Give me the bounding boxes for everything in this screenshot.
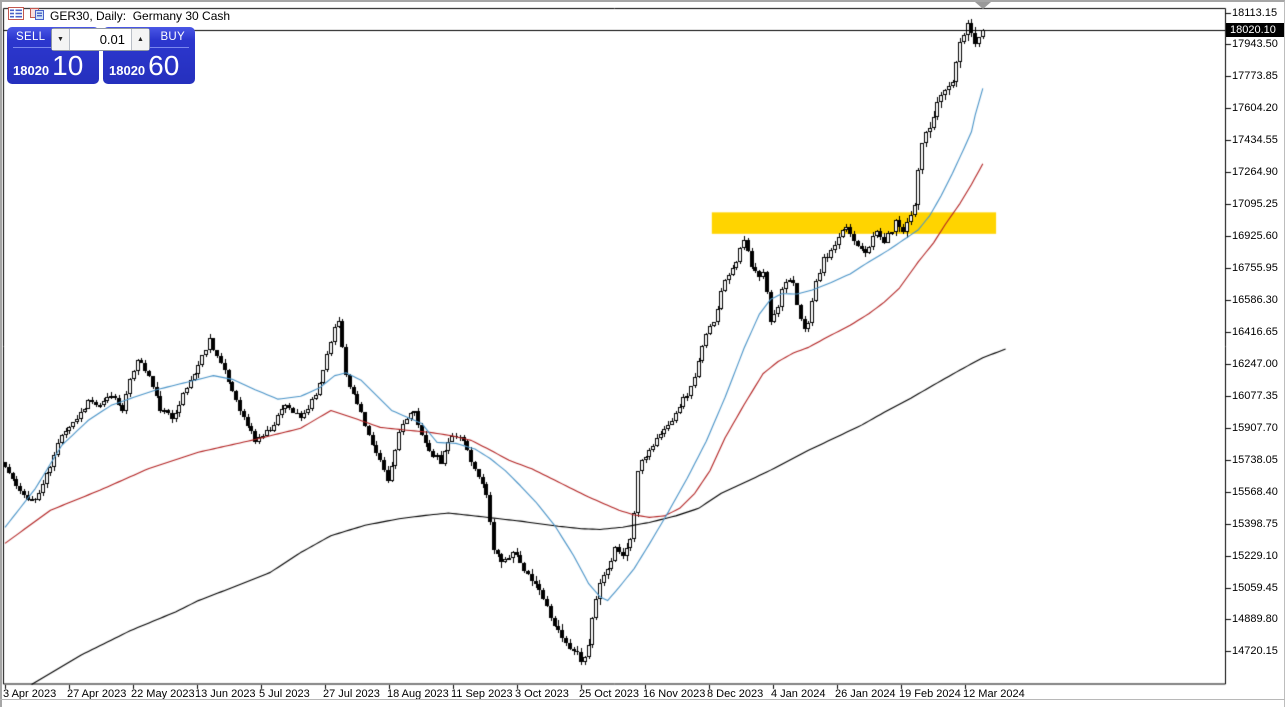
price-tick-label: 16247.00 [1232, 357, 1278, 370]
price-tick-label: 16755.95 [1232, 262, 1278, 275]
price-tick-label: 14720.15 [1232, 645, 1278, 658]
date-tick-label: 5 Jul 2023 [259, 688, 310, 700]
date-tick-label: 19 Feb 2024 [899, 688, 961, 700]
chart-pages-icon [29, 7, 45, 25]
sell-price-main: 18020 [13, 63, 50, 78]
volume-control: ▼ 0.01 ▲ [51, 28, 150, 51]
volume-increase-button[interactable]: ▲ [131, 29, 149, 50]
sell-button-label: SELL [16, 31, 46, 43]
date-tick-label: 13 Jun 2023 [195, 688, 256, 700]
date-tick-label: 26 Jan 2024 [835, 688, 896, 700]
price-tick-label: 16586.30 [1232, 294, 1278, 307]
price-tick-label: 15229.10 [1232, 549, 1278, 562]
price-tick-label: 17434.55 [1232, 134, 1278, 147]
price-tick-label: 16925.60 [1232, 230, 1278, 243]
price-tick-label: 18113.15 [1232, 6, 1278, 19]
chart-shift-marker[interactable] [975, 2, 991, 9]
buy-button-label: BUY [160, 31, 185, 43]
buy-price: 18020 60 [109, 52, 179, 80]
buy-price-pips: 60 [148, 50, 180, 81]
market-watch-icon [8, 6, 24, 25]
date-tick-label: 27 Jul 2023 [323, 688, 380, 700]
price-tick-label: 15398.75 [1232, 517, 1278, 530]
sell-price-pips: 10 [52, 50, 84, 81]
price-tick-label: 17604.20 [1232, 102, 1278, 115]
date-tick-label: 25 Oct 2023 [579, 688, 639, 700]
sell-divider [13, 47, 55, 48]
date-tick-label: 12 Mar 2024 [963, 688, 1025, 700]
volume-decrease-button[interactable]: ▼ [52, 29, 70, 50]
volume-input[interactable]: 0.01 [99, 32, 125, 47]
price-tick-label: 15738.05 [1232, 453, 1278, 466]
price-tick-label: 17943.50 [1232, 38, 1278, 51]
date-tick-label: 8 Dec 2023 [707, 688, 764, 700]
current-price-label: 18020.10 [1230, 24, 1276, 37]
chart-title: GER30, Daily: Germany 30 Cash [50, 8, 231, 23]
date-tick-label: 11 Sep 2023 [451, 688, 513, 700]
price-tick-label: 14889.80 [1232, 613, 1278, 626]
price-tick-label: 17773.85 [1232, 70, 1278, 83]
date-tick-label: 16 Nov 2023 [643, 688, 706, 700]
date-tick-label: 4 Jan 2024 [771, 688, 826, 700]
price-tick-label: 15059.45 [1232, 581, 1278, 594]
time-axis[interactable]: 3 Apr 2023 27 Apr 2023 22 May 2023 13 Jun 2… [3, 686, 1225, 704]
buy-divider [147, 47, 189, 48]
date-tick-label: 18 Aug 2023 [387, 688, 449, 700]
buy-price-main: 18020 [109, 63, 146, 78]
date-tick-label: 27 Apr 2023 [67, 688, 127, 700]
chart-title-bar: GER30, Daily: Germany 30 Cash [8, 6, 231, 25]
current-price-tag: 18020.10 [1226, 23, 1284, 38]
price-tick-label: 17095.25 [1232, 198, 1278, 211]
window-bottom-edge [0, 699, 1285, 700]
price-tick-label: 15907.70 [1232, 421, 1278, 434]
sell-price: 18020 10 [13, 52, 83, 80]
price-tick-label: 17264.90 [1232, 166, 1278, 179]
one-click-trading-panel: SELL 18020 10 BUY 18020 60 ▼ 0.01 ▲ [7, 26, 196, 85]
price-tick-label: 15568.40 [1232, 485, 1278, 498]
price-axis[interactable]: 18113.15 17943.50 17773.85 17604.20 17434.55… [1226, 6, 1284, 685]
price-tick-label: 16416.65 [1232, 325, 1278, 338]
date-tick-label: 3 Oct 2023 [515, 688, 569, 700]
date-tick-label: 22 May 2023 [131, 688, 195, 700]
date-tick-label: 3 Apr 2023 [3, 688, 57, 700]
price-tick-label: 16077.35 [1232, 389, 1278, 402]
